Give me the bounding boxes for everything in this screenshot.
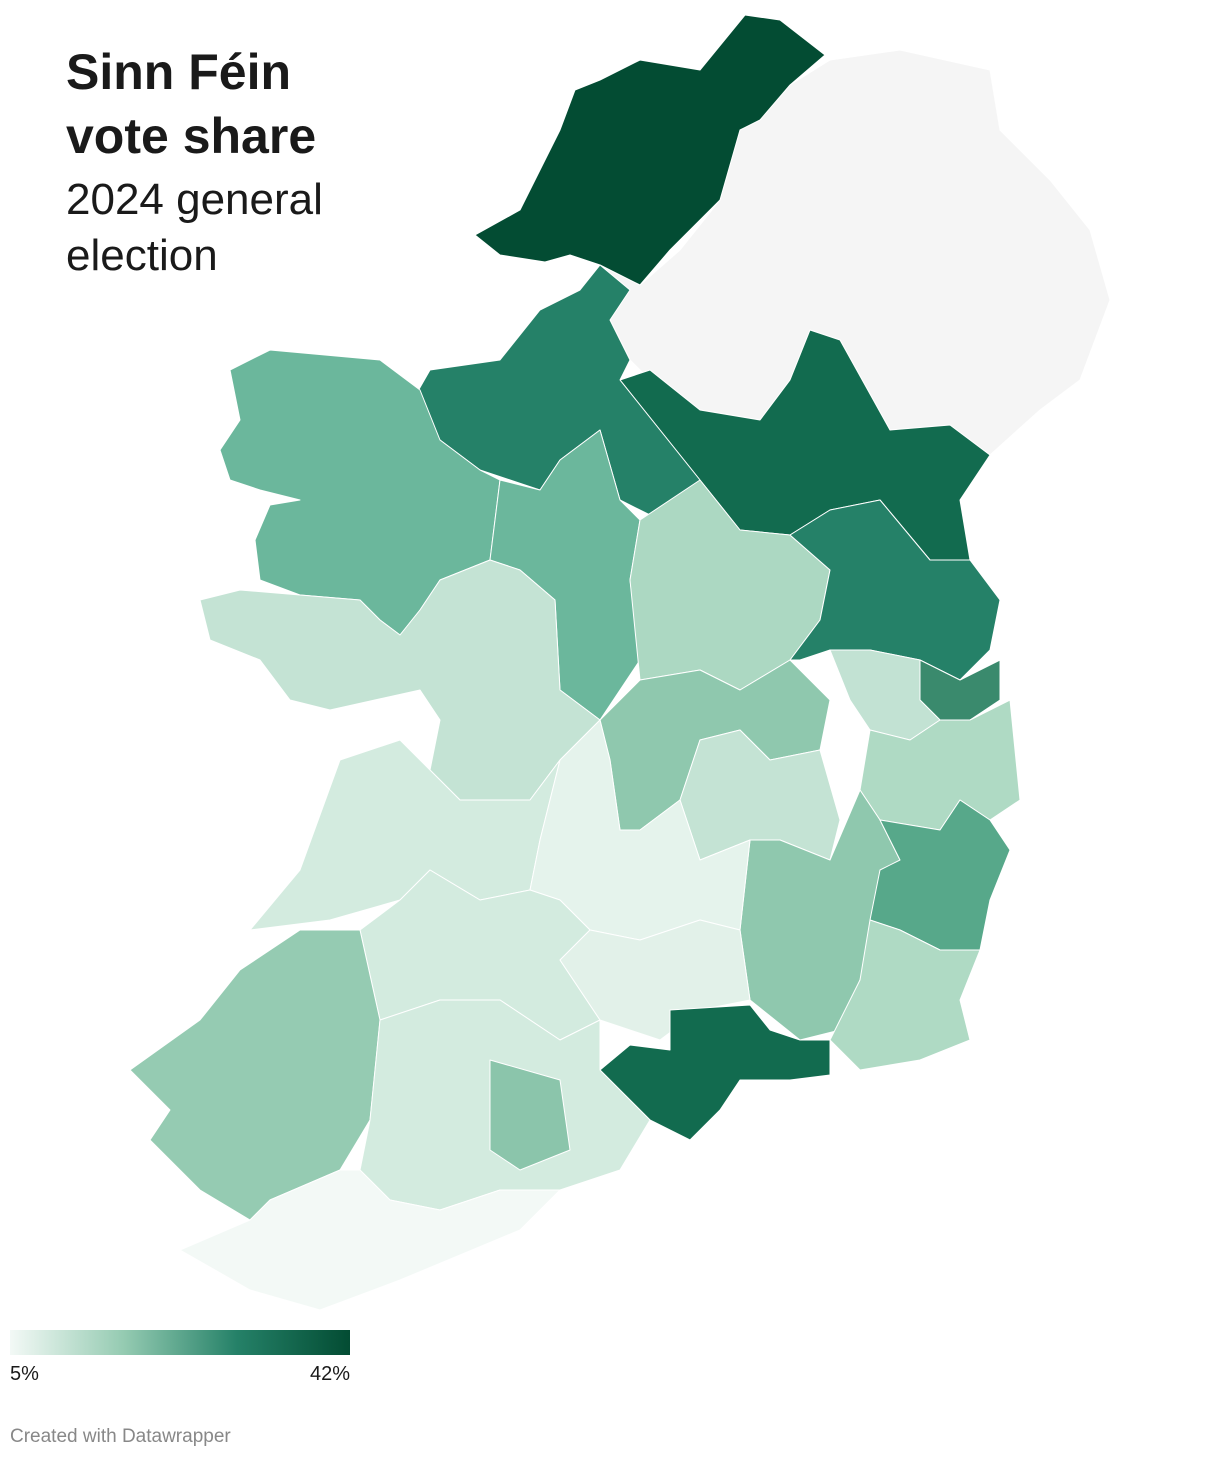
- region: [474, 14, 826, 286]
- legend-label: 42%: [310, 1363, 350, 1385]
- region: [489, 1059, 571, 1171]
- region: [179, 1169, 561, 1311]
- region: [129, 929, 381, 1221]
- region: [199, 559, 601, 801]
- regions: [129, 14, 1111, 1311]
- legend-bar: [10, 1330, 350, 1355]
- credit: Created with Datawrapper: [10, 1426, 231, 1447]
- region: [559, 919, 751, 1041]
- legend-label: 5%: [10, 1363, 39, 1385]
- region: [829, 919, 981, 1071]
- title: Sinn Féin vote share: [66, 44, 317, 164]
- region: [599, 1004, 831, 1141]
- subtitle: 2024 general election: [66, 175, 323, 280]
